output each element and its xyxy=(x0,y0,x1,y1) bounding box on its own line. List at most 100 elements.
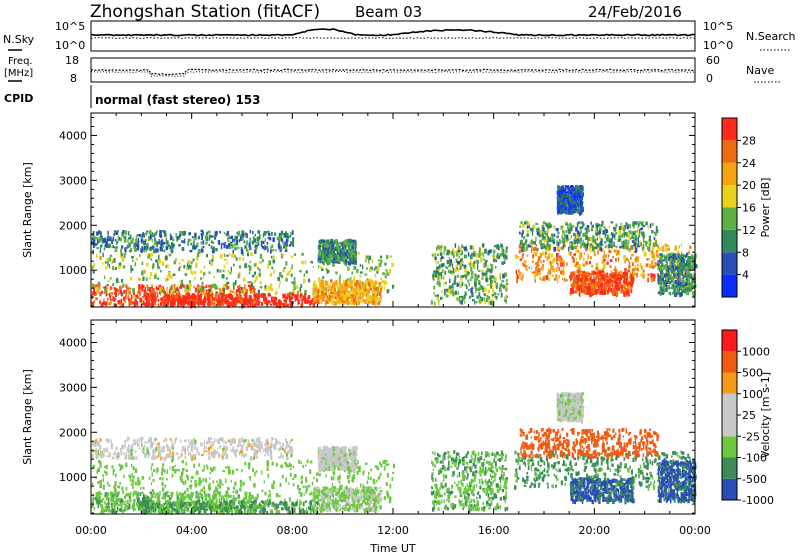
echo-cell xyxy=(349,277,352,283)
echo-cell xyxy=(317,258,319,262)
echo-cell xyxy=(365,294,368,298)
echo-cell xyxy=(172,239,175,242)
echo-cell xyxy=(158,284,162,288)
echo-cell xyxy=(549,235,552,238)
echo-cell xyxy=(577,238,580,242)
echo-cell xyxy=(241,233,244,237)
echo-cell xyxy=(537,227,540,233)
echo-cell xyxy=(125,296,127,300)
echo-cell xyxy=(207,293,211,297)
echo-cell xyxy=(354,260,357,265)
echo-cell xyxy=(579,240,582,244)
echo-cell xyxy=(208,234,212,239)
echo-cell xyxy=(300,284,303,288)
echo-cell xyxy=(290,273,293,277)
echo-cell xyxy=(353,293,355,298)
echo-cell xyxy=(249,229,251,234)
echo-cell xyxy=(331,254,333,259)
echo-cell xyxy=(521,239,524,243)
echo-cell xyxy=(687,264,689,270)
echo-cell xyxy=(221,242,224,245)
echo-cell xyxy=(341,293,343,298)
echo-cell xyxy=(539,276,542,280)
echo-cell xyxy=(187,288,190,291)
echo-cell xyxy=(500,253,503,257)
echo-cell xyxy=(167,263,169,269)
echo-cell xyxy=(673,254,675,259)
echo-cell xyxy=(157,241,160,245)
echo-cell xyxy=(467,252,470,257)
echo-cell xyxy=(559,209,563,215)
echo-cell xyxy=(223,283,227,287)
echo-cell xyxy=(555,267,558,272)
echo-cell xyxy=(350,255,353,259)
echo-cell xyxy=(533,251,535,257)
echo-cell xyxy=(354,281,356,284)
echo-cell xyxy=(142,232,145,237)
echo-cell xyxy=(290,255,294,258)
echo-cell xyxy=(606,229,609,234)
echo-cell xyxy=(244,245,247,249)
echo-cell xyxy=(280,245,283,249)
echo-cell xyxy=(461,250,463,255)
echo-cell xyxy=(325,280,327,285)
echo-cell xyxy=(572,283,575,288)
echo-cell xyxy=(470,266,473,272)
echo-cell xyxy=(113,286,116,290)
echo-cell xyxy=(233,300,236,303)
echo-cell xyxy=(660,290,663,295)
echo-cell xyxy=(505,283,509,286)
echo-cell xyxy=(254,296,256,301)
echo-cell xyxy=(182,284,185,288)
echo-cell xyxy=(179,296,182,300)
echo-cell xyxy=(672,256,675,261)
echo-cell xyxy=(323,241,326,244)
echo-cell xyxy=(611,247,613,250)
echo-cell xyxy=(586,242,589,245)
echo-cell xyxy=(251,298,254,304)
echo-cell xyxy=(539,229,543,235)
echo-cell xyxy=(455,264,458,268)
echo-cell xyxy=(143,300,145,306)
echo-cell xyxy=(343,291,345,295)
nsearch-tick-bottom: 10^0 xyxy=(703,39,733,52)
echo-cell xyxy=(388,272,390,276)
echo-cell xyxy=(580,230,582,233)
echo-cell xyxy=(485,275,488,278)
echo-cell xyxy=(569,275,572,279)
echo-cell xyxy=(492,254,495,257)
echo-cell xyxy=(141,303,145,306)
echo-cell xyxy=(581,283,583,288)
echo-cell xyxy=(591,271,593,275)
echo-cell xyxy=(469,245,473,250)
echo-cell xyxy=(313,281,316,284)
echo-cell xyxy=(254,244,258,249)
echo-cell xyxy=(471,262,474,267)
echo-cell xyxy=(682,290,685,294)
echo-cell xyxy=(239,234,241,238)
echo-cell xyxy=(233,263,235,267)
echo-cell xyxy=(463,301,466,304)
echo-cell xyxy=(380,259,383,264)
echo-cell xyxy=(437,301,440,306)
echo-cell xyxy=(210,294,213,297)
echo-cell xyxy=(325,267,327,272)
echo-cell xyxy=(572,257,575,263)
echo-cell xyxy=(377,301,380,306)
echo-cell xyxy=(679,254,682,260)
echo-cell xyxy=(370,279,373,284)
echo-cell xyxy=(154,239,157,244)
echo-cell xyxy=(142,296,144,299)
echo-cell xyxy=(615,275,618,278)
echo-cell xyxy=(658,265,661,269)
echo-cell xyxy=(278,244,281,249)
echo-cell xyxy=(520,247,524,251)
echo-cell xyxy=(570,204,574,208)
echo-cell xyxy=(231,254,234,258)
echo-cell xyxy=(644,240,647,246)
echo-cell xyxy=(184,287,186,293)
echo-cell xyxy=(628,281,631,284)
echo-cell xyxy=(337,300,341,304)
echo-cell xyxy=(666,274,669,278)
echo-cell xyxy=(176,292,178,297)
